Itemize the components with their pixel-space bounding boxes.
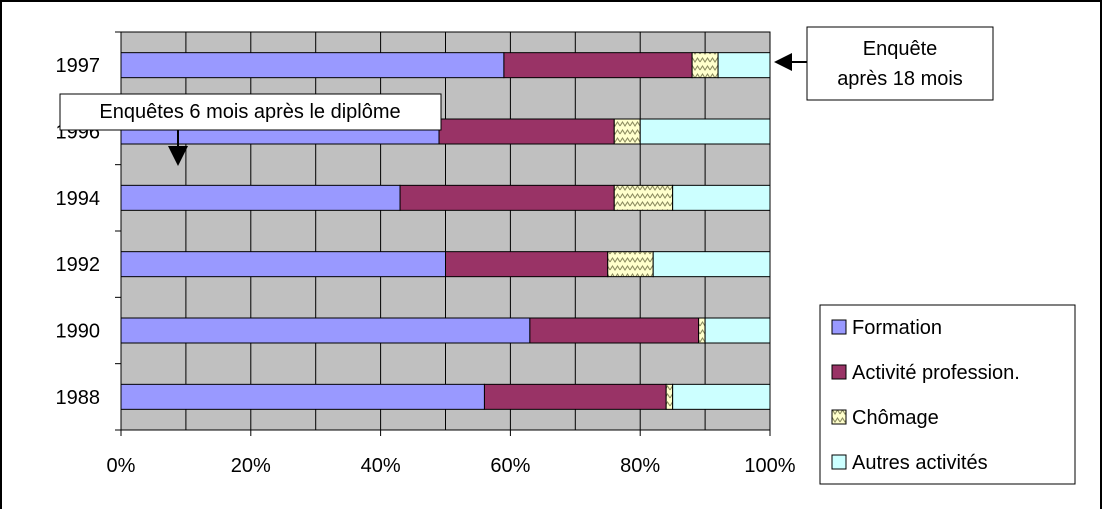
bar-segment-autres-activites [717,52,771,79]
bar-segment-activite-profession [399,184,615,211]
category-label: 1992 [56,254,101,276]
annotation-box-6-months [59,93,442,131]
x-tick-label: 60% [490,455,530,477]
x-tick-label: 40% [361,455,401,477]
bar-segment-autres-activites [672,383,771,410]
bar-segment-formation [120,317,531,344]
annotation-arrow-head [774,53,792,71]
legend-label-chomage: Chômage [852,407,939,429]
annotation-text-18-months: Enquête [863,38,938,60]
category-label: 1997 [56,55,101,77]
bar-segment-autres-activites [704,317,771,344]
legend-swatch-autres-activites [831,454,847,470]
legend-label-autres-activites: Autres activités [852,452,988,474]
annotation-text-18-months: après 18 mois [837,68,963,90]
legend-box [819,304,1076,485]
annotation-box-18-months [806,26,994,101]
legend-swatch-formation [831,319,847,335]
bar-segment-activite-profession [529,317,700,344]
legend-swatch-chomage [831,409,847,425]
x-tick-label: 20% [231,455,271,477]
x-tick-label: 100% [744,455,795,477]
bar-segment-formation [120,184,401,211]
bar-segment-chomage [613,118,641,145]
x-tick-label: 80% [620,455,660,477]
bar-segment-activite-profession [503,52,693,79]
bar-segment-activite-profession [438,118,615,145]
bar-segment-activite-profession [445,251,609,278]
bar-segment-formation [120,251,446,278]
category-label: 1990 [56,321,101,343]
category-label: 1994 [56,188,101,210]
bar-segment-formation [120,52,505,79]
bar-segment-formation [120,383,485,410]
bar-segment-chomage [691,52,719,79]
bar-segment-autres-activites [639,118,771,145]
x-tick-label: 0% [107,455,136,477]
bar-segment-chomage [613,184,674,211]
annotation-arrow-head [168,146,188,166]
legend-swatch-activite-profession [831,364,847,380]
category-label: 1988 [56,387,101,409]
bar-segment-autres-activites [652,251,771,278]
bar-segment-autres-activites [672,184,771,211]
legend-label-activite-profession: Activité profession. [852,362,1020,384]
bar-segment-chomage [665,383,674,410]
bar-segment-activite-profession [483,383,667,410]
legend-label-formation: Formation [852,317,942,339]
annotation-text-6-months: Enquêtes 6 mois après le diplôme [99,101,400,123]
bar-segment-chomage [698,317,706,344]
bar-segment-chomage [607,251,654,278]
